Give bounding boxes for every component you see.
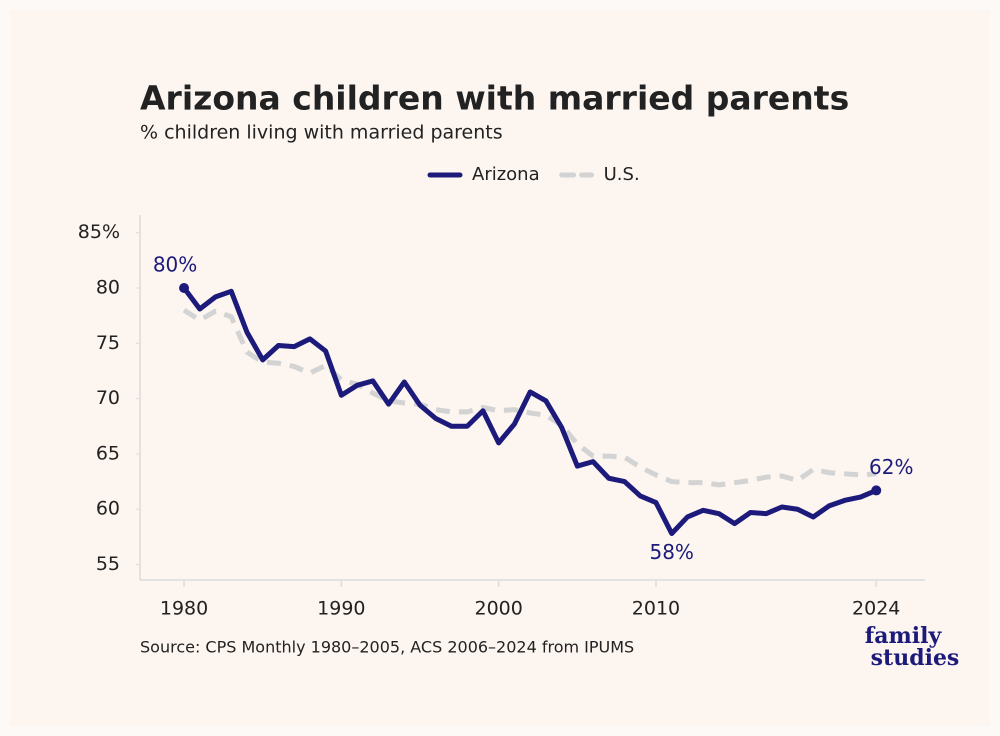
- chart-subtitle: % children living with married parents: [140, 122, 503, 144]
- x-tick-label: 1990: [317, 598, 365, 620]
- series-line: [182, 308, 877, 488]
- data-label: 62%: [869, 455, 913, 479]
- legend-label: U.S.: [604, 164, 640, 185]
- x-tick-label: 2010: [632, 598, 680, 620]
- y-tick-label: 85%: [78, 221, 120, 243]
- point: [179, 283, 190, 293]
- x-tick-label: 2024: [852, 598, 900, 620]
- y-tick-label: 80: [96, 277, 120, 299]
- x-tick-label: 2000: [474, 598, 522, 620]
- chart-title: Arizona children with married parents: [140, 79, 849, 118]
- y-tick-label: 65: [96, 442, 120, 464]
- source-note: Source: CPS Monthly 1980–2005, ACS 2006–…: [140, 638, 634, 657]
- legend-label: Arizona: [472, 164, 540, 185]
- x-tick-label: 1980: [160, 598, 208, 620]
- data-label: 58%: [649, 540, 693, 564]
- y-tick-label: 70: [96, 387, 120, 409]
- data-label: 80%: [153, 253, 197, 277]
- panel: [10, 10, 990, 726]
- logo-text: studies: [871, 645, 960, 671]
- y-tick-label: 75: [96, 332, 120, 354]
- y-tick-label: 60: [96, 498, 120, 520]
- point: [871, 485, 882, 496]
- logo-text: family: [865, 623, 943, 649]
- y-tick-label: 55: [96, 553, 120, 575]
- series-line: [182, 286, 878, 537]
